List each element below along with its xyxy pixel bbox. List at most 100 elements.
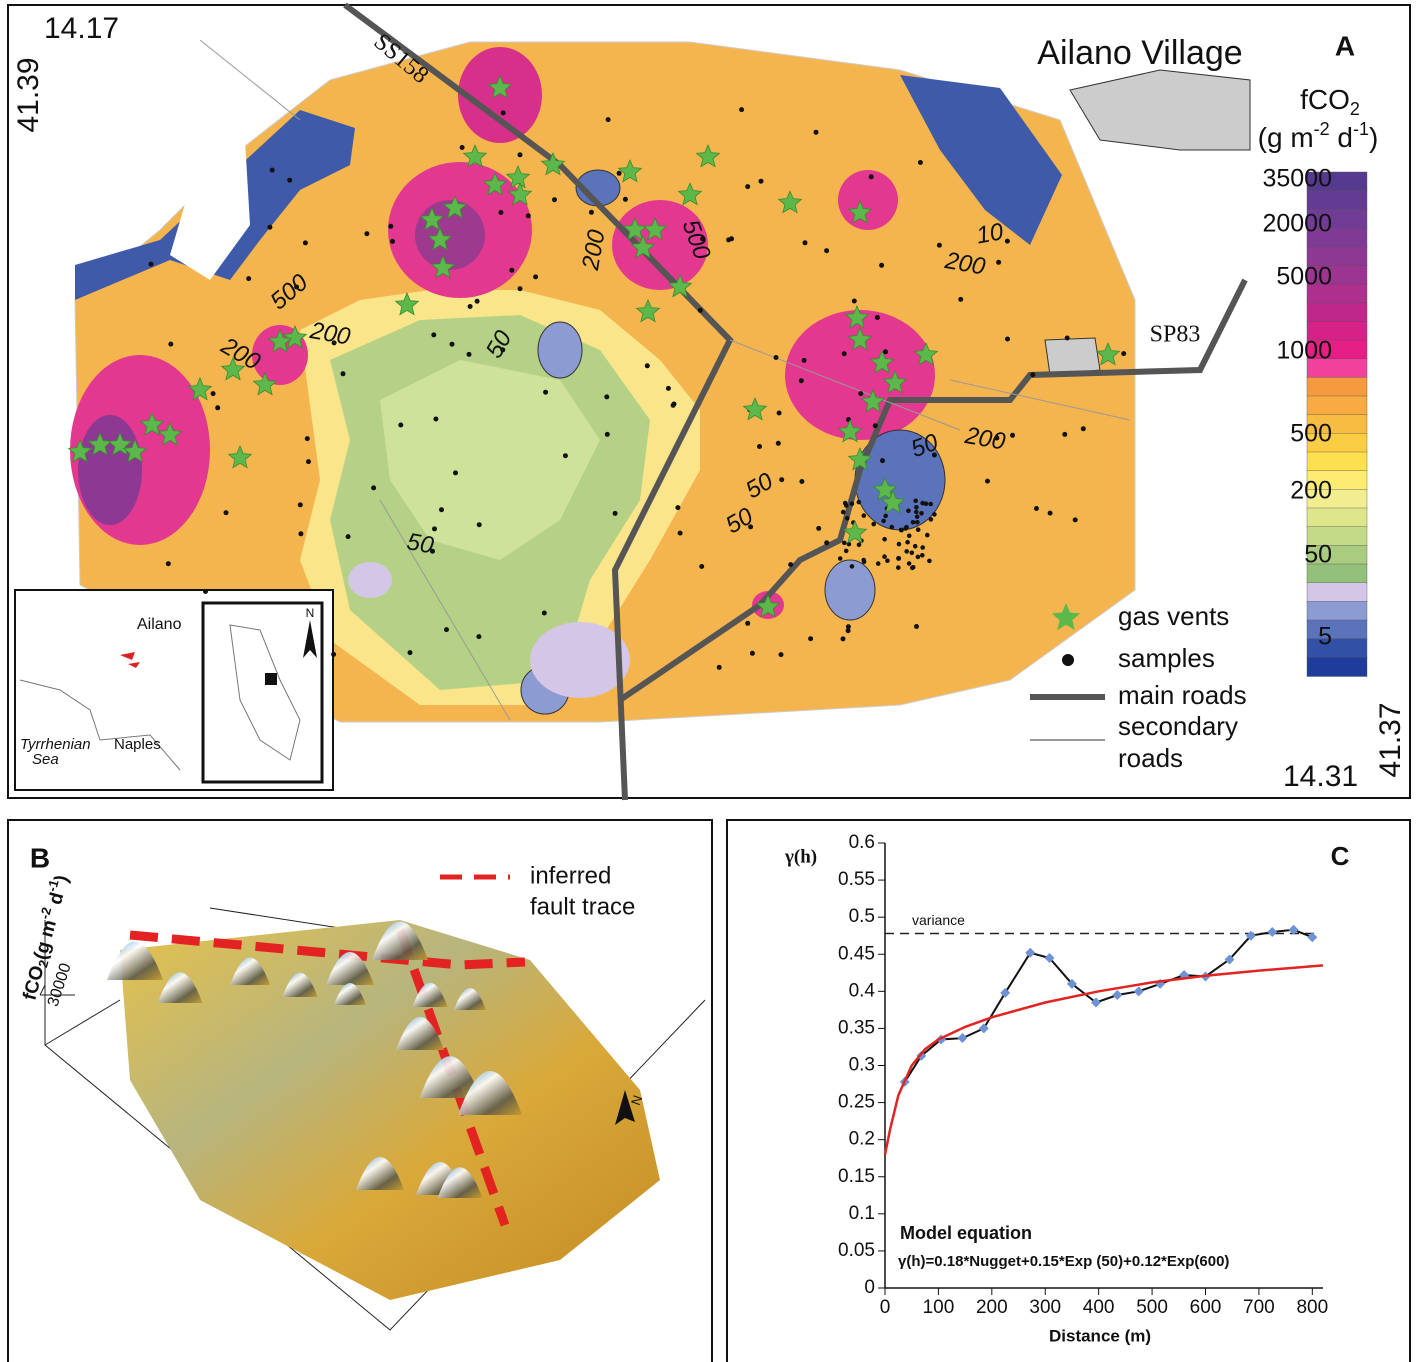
sample [168, 342, 173, 347]
sample [678, 531, 683, 536]
sample [937, 243, 942, 248]
contour-label: 50 [405, 528, 437, 559]
sample [750, 651, 755, 656]
data-point [979, 1023, 989, 1033]
sample [841, 636, 846, 641]
colorbar-band [1307, 377, 1367, 396]
x-tick-label: 300 [1029, 1297, 1061, 1318]
sample [869, 174, 874, 179]
y-tick-label: 0.15 [838, 1166, 875, 1187]
x-tick-label: 500 [1136, 1297, 1168, 1318]
sample [509, 268, 514, 273]
sample [303, 240, 308, 245]
sample [916, 555, 921, 560]
sample [882, 537, 887, 542]
sample [672, 402, 677, 407]
sample [918, 160, 923, 165]
sample [246, 276, 251, 281]
sample [699, 564, 704, 569]
y-tick-label: 0.55 [838, 869, 875, 890]
sample [1005, 239, 1010, 244]
sample [885, 558, 890, 563]
sample [450, 342, 455, 347]
sample [913, 499, 918, 504]
sample [858, 391, 863, 396]
sample [911, 520, 916, 525]
sample [842, 541, 847, 546]
y-tick-label: 0.25 [838, 1092, 875, 1113]
sample [476, 634, 481, 639]
sample [543, 390, 548, 395]
high-flux-zone [838, 170, 898, 230]
sample [862, 513, 867, 518]
sample [803, 240, 808, 245]
colorbar-title: fCO2 [1300, 84, 1360, 118]
sample [1030, 372, 1035, 377]
map [15, 5, 1250, 800]
sample [845, 516, 850, 521]
sample [460, 145, 465, 150]
y-tick-label: 0.6 [849, 832, 875, 853]
y-tick-label: 0.05 [838, 1240, 875, 1261]
sample [498, 210, 503, 215]
sample [371, 485, 376, 490]
colorbar-tick-label: 5000 [1276, 263, 1332, 291]
sample [1034, 506, 1039, 511]
colorbar-band [1307, 620, 1367, 639]
data-point [957, 1033, 967, 1043]
colorbar-band [1307, 452, 1367, 471]
sample [857, 543, 862, 548]
y-tick-label: 0.45 [838, 943, 875, 964]
sample [729, 236, 734, 241]
sample [211, 391, 216, 396]
legend-label: inferred [530, 862, 611, 889]
sample [996, 260, 1001, 265]
colorbar-tick-label: 20000 [1262, 210, 1332, 238]
sample [910, 551, 915, 556]
coord: 14.31 [1283, 760, 1358, 793]
y-tick-label: 0.1 [849, 1203, 875, 1224]
sample [408, 650, 413, 655]
sample [604, 394, 609, 399]
sample [623, 197, 628, 202]
legend-label: secondary [1118, 711, 1238, 741]
sample [914, 510, 919, 515]
sample [645, 363, 650, 368]
sample [477, 522, 482, 527]
sample [757, 444, 762, 449]
sample [331, 652, 336, 657]
sample [925, 533, 930, 538]
panel-c-frame [727, 820, 1410, 1362]
sample [876, 561, 881, 566]
sample [605, 432, 610, 437]
legend-label: fault trace [530, 893, 635, 920]
sample [802, 358, 807, 363]
sample [475, 299, 480, 304]
high-flux-zone [78, 415, 142, 525]
sample [305, 436, 310, 441]
legend-label: gas vents [1118, 601, 1229, 631]
colorbar-tick-label: 1000 [1276, 337, 1332, 365]
sample [166, 561, 171, 566]
panel-title: Ailano Village [1037, 34, 1242, 72]
sample [916, 527, 921, 532]
sample [388, 224, 393, 229]
y-tick-label: 0.3 [849, 1055, 875, 1076]
surface [40, 877, 705, 1330]
sample [899, 528, 904, 533]
sample [759, 179, 764, 184]
sample [852, 299, 857, 304]
sample [879, 263, 884, 268]
sample [1081, 426, 1086, 431]
sample [298, 502, 303, 507]
sample [914, 624, 919, 629]
colorbar-tick-label: 50 [1304, 541, 1332, 569]
legend-label: samples [1118, 643, 1215, 673]
low-zone [825, 560, 875, 620]
inset-label: Naples [114, 736, 161, 753]
colorbar-tick-label: 35000 [1262, 165, 1332, 193]
sample [910, 566, 915, 571]
sample [675, 505, 680, 510]
sample [298, 531, 303, 536]
road-label: SP83 [1150, 322, 1201, 348]
